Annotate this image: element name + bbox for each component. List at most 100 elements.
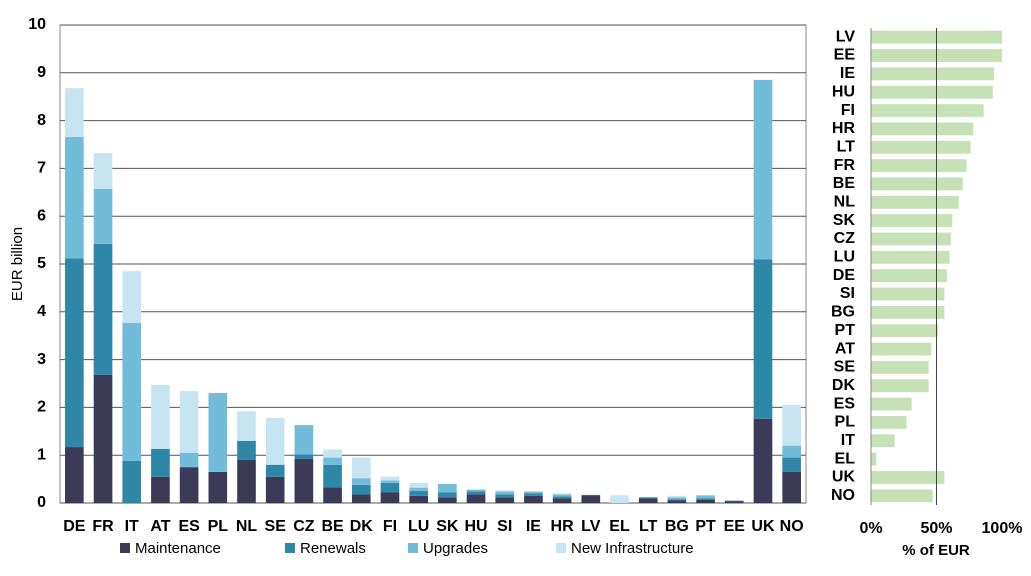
bar bbox=[871, 85, 993, 99]
bar-segment bbox=[151, 476, 170, 503]
y-tick-label: PL bbox=[835, 414, 856, 431]
bar-segment bbox=[93, 153, 113, 189]
bar-segment bbox=[151, 448, 170, 477]
bar-segment bbox=[122, 322, 142, 461]
bar-segment bbox=[696, 495, 715, 499]
y-tick-label: UK bbox=[832, 469, 856, 486]
y-tick-label: 0 bbox=[37, 494, 46, 511]
bar-segment bbox=[179, 467, 199, 503]
legend-swatch bbox=[408, 543, 418, 553]
bar-segment bbox=[122, 460, 142, 503]
legend-label: Maintenance bbox=[135, 540, 221, 557]
bar-segment bbox=[552, 496, 572, 499]
bar bbox=[871, 250, 950, 264]
legend-label: Renewals bbox=[300, 540, 366, 557]
bar-segment bbox=[438, 492, 457, 498]
y-tick-label: 8 bbox=[37, 112, 46, 129]
x-tick-label: AT bbox=[150, 518, 170, 535]
x-tick-label: PL bbox=[208, 518, 229, 535]
bar-segment bbox=[294, 425, 314, 455]
bar-segment bbox=[151, 384, 170, 449]
bar bbox=[871, 305, 945, 319]
y-tick-label: 2 bbox=[37, 399, 46, 416]
legend-swatch bbox=[556, 543, 566, 553]
legend-label: New Infrastructure bbox=[571, 540, 694, 557]
bar-segment bbox=[466, 489, 486, 492]
y-tick-label: EE bbox=[834, 47, 856, 64]
bar bbox=[871, 177, 963, 191]
y-tick-label: FR bbox=[834, 157, 856, 174]
y-tick-label: 1 bbox=[37, 446, 46, 463]
bar-segment bbox=[782, 471, 801, 503]
bar-segment bbox=[265, 476, 285, 503]
bar-segment bbox=[495, 494, 515, 498]
bar-segment bbox=[65, 258, 84, 448]
bar bbox=[871, 452, 877, 466]
x-tick-label: NO bbox=[780, 518, 804, 535]
x-axis-label: % of EUR bbox=[902, 542, 970, 559]
bar-segment bbox=[782, 405, 801, 446]
bar-segment bbox=[179, 452, 199, 468]
bar bbox=[871, 122, 974, 136]
panel-frame bbox=[814, 24, 1028, 512]
x-tick-label: UK bbox=[751, 518, 775, 535]
bar-segment bbox=[380, 480, 400, 483]
bar bbox=[871, 360, 929, 374]
bar-segment bbox=[667, 497, 687, 500]
bar-segment bbox=[237, 459, 256, 503]
bar-segment bbox=[495, 497, 515, 503]
y-tick-label: HR bbox=[832, 120, 856, 137]
bar-segment bbox=[237, 440, 256, 460]
y-tick-label: PT bbox=[835, 322, 856, 339]
x-tick-label: BG bbox=[665, 518, 689, 535]
bar-segment bbox=[294, 454, 314, 460]
y-tick-label: EL bbox=[835, 450, 856, 467]
x-tick-label: 100% bbox=[982, 520, 1023, 537]
x-tick-label: IT bbox=[125, 518, 139, 535]
y-tick-label: IE bbox=[840, 65, 855, 82]
bar bbox=[871, 104, 984, 117]
y-tick-label: 3 bbox=[37, 351, 46, 368]
y-tick-label: DK bbox=[832, 377, 856, 394]
y-tick-label: NO bbox=[831, 487, 855, 504]
y-tick-label: 7 bbox=[37, 160, 46, 177]
bar-segment bbox=[753, 418, 773, 503]
y-axis-label: EUR billion bbox=[9, 227, 26, 301]
bar-segment bbox=[495, 491, 515, 495]
bar bbox=[871, 416, 907, 429]
y-tick-label: IT bbox=[841, 432, 855, 449]
bar-segment bbox=[380, 492, 400, 503]
y-tick-label: LU bbox=[834, 249, 855, 266]
bar-segment bbox=[93, 243, 113, 375]
y-tick-label: 10 bbox=[28, 16, 46, 33]
bar-segment bbox=[638, 497, 658, 499]
y-tick-label: BE bbox=[833, 175, 856, 192]
y-tick-label: LV bbox=[836, 28, 856, 45]
bar bbox=[871, 342, 932, 356]
bar-segment bbox=[208, 471, 228, 503]
bar-segment bbox=[409, 487, 428, 492]
y-tick-label: 5 bbox=[37, 255, 46, 272]
bar-segment bbox=[667, 499, 687, 501]
y-tick-label: LT bbox=[837, 138, 856, 155]
x-tick-label: LU bbox=[408, 518, 429, 535]
x-tick-label: SK bbox=[436, 518, 459, 535]
bar-segment bbox=[495, 490, 515, 492]
bar-segment bbox=[552, 493, 572, 495]
bar-segment bbox=[409, 482, 428, 488]
bar-segment bbox=[93, 374, 113, 503]
x-tick-label: DK bbox=[350, 518, 374, 535]
bar bbox=[871, 195, 959, 209]
bar-segment bbox=[782, 445, 801, 458]
bar bbox=[871, 287, 945, 301]
x-tick-label: EE bbox=[724, 518, 746, 535]
bar-segment bbox=[524, 493, 543, 496]
bar-segment bbox=[524, 495, 543, 503]
bar-segment bbox=[294, 459, 314, 503]
bar-segment bbox=[667, 500, 687, 503]
x-tick-label: IE bbox=[526, 518, 541, 535]
y-tick-label: FI bbox=[841, 102, 855, 119]
bar bbox=[871, 67, 995, 81]
bar-segment bbox=[237, 411, 256, 441]
